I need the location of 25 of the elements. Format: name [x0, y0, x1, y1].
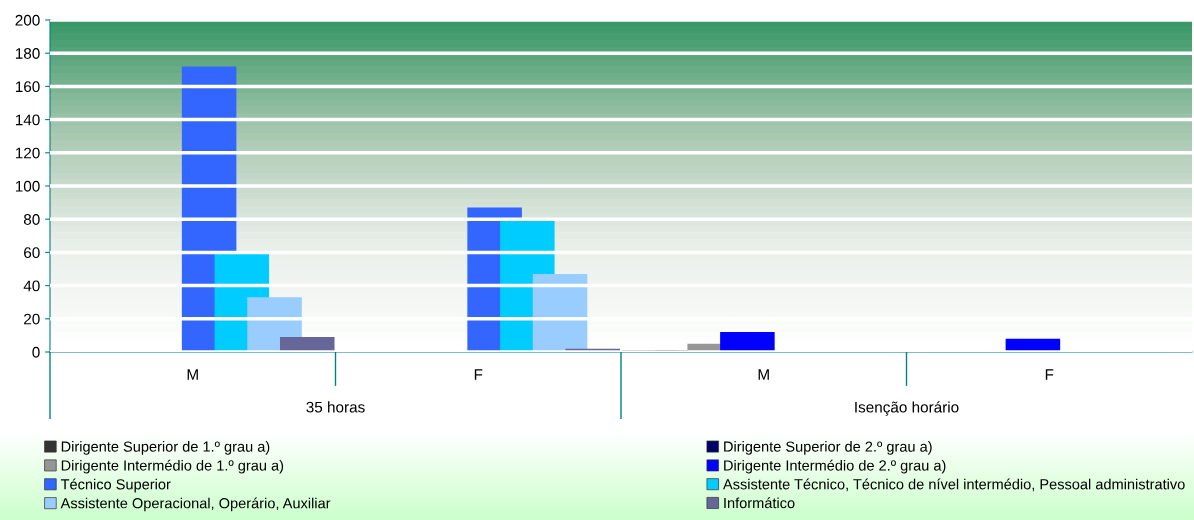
y-tick-label: 140: [15, 114, 40, 126]
legend-label: Assistente Operacional, Operário, Auxiliar: [60, 497, 331, 512]
text: 35 horas: [306, 401, 365, 413]
legend-label: Dirigente Intermédio de 2.º grau a): [724, 459, 946, 474]
y-tick-label: 60: [24, 247, 40, 259]
x-tick-label: M: [187, 369, 198, 380]
y-tick-label: 20: [24, 313, 40, 325]
y-tick-label: 200: [15, 14, 40, 26]
y-tick-label: 40: [23, 280, 40, 292]
y-tick-label: 180: [15, 48, 40, 59]
legend-label: Dirigente Superior de 2.º grau a): [724, 441, 932, 455]
y-tick-label: 0: [32, 346, 40, 358]
x-tick-label: M: [758, 369, 769, 380]
legend-label: Assistente Técnico, Técnico de nível intermédio, Pessoal administrativo: [722, 478, 1185, 492]
y-tick-label: 160: [15, 81, 40, 93]
x-tick-label: F: [1045, 369, 1054, 380]
x-tick-label: F: [474, 369, 483, 380]
legend-label: Dirigente Intermédio de 1.º grau a): [61, 459, 284, 474]
y-tick-label: 120: [15, 147, 40, 159]
text: Isenção horário: [855, 401, 959, 416]
y-tick-label: 80: [23, 214, 40, 225]
legend-label: Técnico Superior: [60, 478, 171, 493]
legend-label: Informático: [724, 497, 795, 509]
legend-label: Dirigente Superior de 1.º grau a): [61, 441, 270, 455]
y-tick-label: 100: [15, 180, 40, 192]
